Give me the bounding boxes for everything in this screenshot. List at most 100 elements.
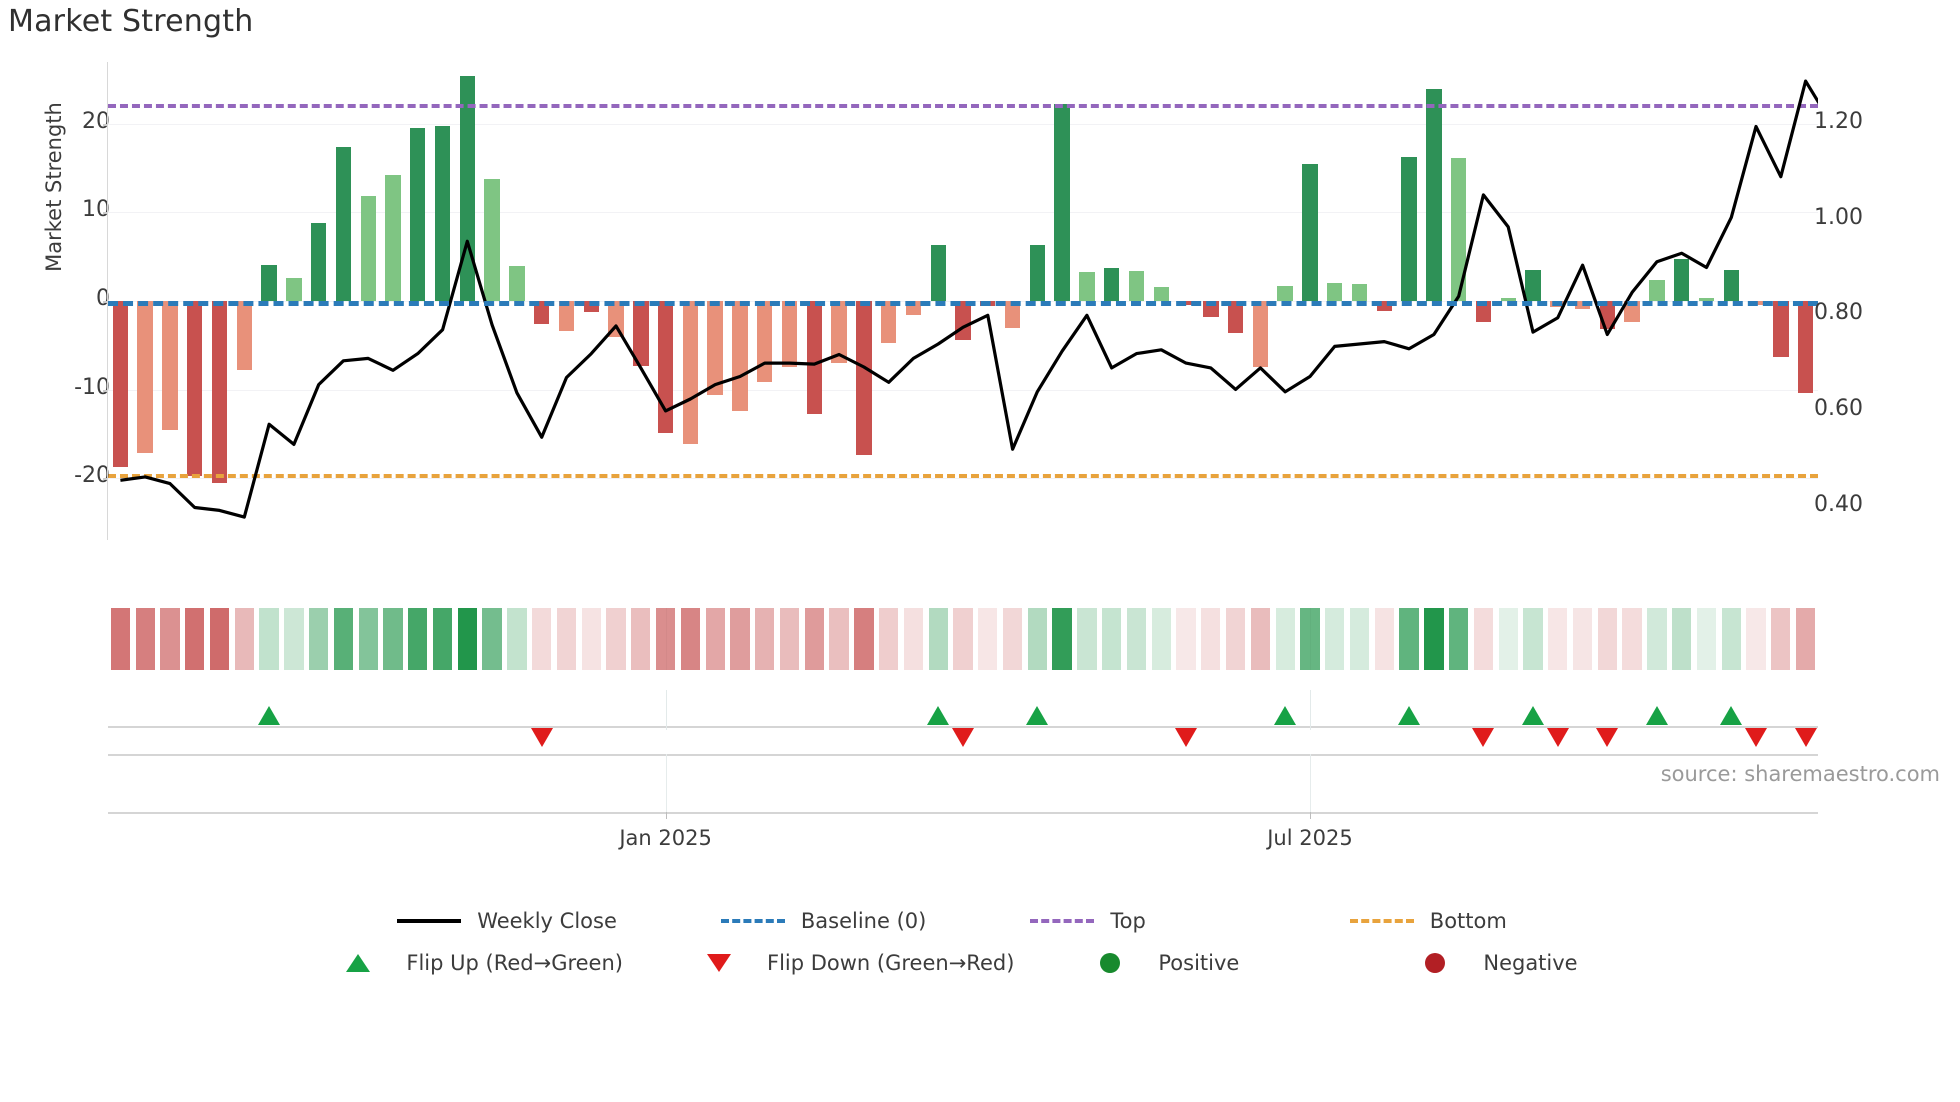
top-threshold-line	[108, 104, 1818, 109]
heatmap-cell	[110, 608, 131, 670]
x-tick-guide	[665, 690, 667, 730]
y-axis-left-tickmark	[103, 123, 108, 126]
triangle-down-icon	[706, 954, 731, 972]
heatmap-cell	[507, 608, 527, 670]
strength-bar	[410, 128, 426, 301]
legend-item[interactable]: Flip Down (Green→Red)	[683, 951, 1014, 975]
strength-bar	[633, 301, 649, 366]
strength-bar	[1624, 301, 1640, 323]
y-axis-left-tickmark	[103, 212, 108, 215]
heatmap-cell	[730, 608, 750, 670]
strength-bar	[286, 277, 302, 301]
heatmap-cell	[581, 608, 601, 670]
heatmap-cell	[532, 608, 552, 670]
legend-label: Bottom	[1429, 909, 1507, 933]
page-title: Market Strength	[8, 4, 254, 39]
flip-up-marker	[1274, 706, 1297, 725]
y-axis-left-tick: -10	[74, 374, 110, 400]
legend-item[interactable]: Negative	[1399, 951, 1578, 975]
legend-label: Baseline (0)	[800, 909, 927, 933]
dashed-line-swatch-icon	[1349, 919, 1414, 923]
heatmap-cell	[680, 608, 701, 670]
heatmap-cell	[1201, 608, 1221, 670]
heatmap-cell	[804, 608, 824, 670]
heatmap-cell	[878, 608, 899, 670]
flip-marker-panel	[108, 690, 1818, 754]
heatmap-cell	[1300, 608, 1320, 670]
heatmap-cell	[408, 608, 428, 670]
heatmap-cell	[1448, 608, 1469, 670]
flip-down-marker	[1175, 728, 1198, 747]
legend-item[interactable]: Baseline (0)	[717, 909, 926, 933]
gridline	[108, 478, 1818, 480]
strength-bar	[757, 301, 773, 382]
heatmap-cell	[135, 608, 155, 670]
legend-label: Weekly Close	[477, 909, 617, 933]
strength-bar	[1797, 301, 1814, 394]
y-axis-right-tick: 1.00	[1814, 204, 1863, 230]
heatmap-cell	[1176, 608, 1196, 670]
flip-down-marker	[1794, 728, 1817, 747]
legend-label: Flip Down (Green→Red)	[766, 951, 1015, 975]
strength-bar	[187, 301, 203, 477]
heatmap-cell	[1102, 608, 1122, 670]
heatmap-cell	[1523, 608, 1543, 670]
heatmap-cell	[259, 608, 279, 670]
legend-item[interactable]: Weekly Close	[393, 909, 617, 933]
heatmap-cell	[829, 608, 849, 670]
y-axis-right-tick: 0.80	[1814, 300, 1863, 326]
chart-legend: Weekly Close Baseline (0) Top Bottom Flip U…	[0, 900, 1960, 984]
strength-bar	[1327, 283, 1343, 301]
flip-up-marker	[1522, 706, 1544, 725]
strength-bar	[1698, 298, 1715, 301]
heatmap-cell	[755, 608, 775, 670]
strength-bar	[1351, 284, 1368, 301]
legend-item[interactable]: Positive	[1074, 951, 1239, 975]
legend-label: Flip Up (Red→Green)	[406, 951, 623, 975]
strength-bar	[657, 301, 674, 433]
y-axis-left-tickmark	[103, 301, 108, 303]
heatmap-cell	[779, 608, 800, 670]
strength-bar	[1277, 285, 1293, 301]
strength-bar	[880, 301, 897, 344]
heatmap-cell	[1498, 608, 1518, 670]
strength-bar	[1302, 163, 1318, 301]
heatmap-cell	[209, 608, 230, 670]
strength-bar	[434, 125, 451, 301]
strength-bar	[137, 301, 153, 454]
heatmap-cell	[383, 608, 403, 670]
strength-bar	[1401, 156, 1417, 301]
strength-bar	[856, 301, 872, 456]
strength-bar	[162, 301, 178, 431]
strength-bar	[732, 301, 748, 411]
heatmap-cell	[1548, 608, 1568, 670]
flip-down-marker	[952, 728, 974, 747]
flip-down-marker	[1546, 728, 1569, 747]
gridline	[108, 212, 1818, 214]
y-axis-left-tickmark	[103, 389, 108, 392]
heatmap-cell	[160, 608, 180, 670]
x-tick-guide	[1309, 690, 1311, 730]
x-tick-guide	[1309, 754, 1311, 812]
heatmap-cell	[1771, 608, 1791, 670]
strength-bar	[236, 301, 252, 371]
flip-panel-axis	[108, 726, 1818, 728]
dashed-line-swatch-icon	[720, 919, 785, 923]
heatmap-cell	[903, 608, 924, 670]
y-axis-right-tick: 0.60	[1814, 395, 1863, 421]
strength-bar	[558, 301, 575, 332]
legend-item[interactable]: Top	[1026, 909, 1146, 933]
legend-item[interactable]: Bottom	[1346, 909, 1507, 933]
strength-bar	[1054, 104, 1070, 301]
strength-bar	[1153, 286, 1169, 301]
strength-bar	[484, 178, 500, 301]
strength-bar	[509, 265, 525, 301]
main-plot-panel	[108, 62, 1818, 540]
heatmap-cell	[1622, 608, 1642, 670]
y-axis-left-tick: 20	[82, 108, 110, 134]
heatmap-cell	[705, 608, 725, 670]
strength-bar	[459, 76, 476, 301]
legend-item[interactable]: Flip Up (Red→Green)	[322, 951, 623, 975]
legend-label: Positive	[1158, 951, 1240, 975]
